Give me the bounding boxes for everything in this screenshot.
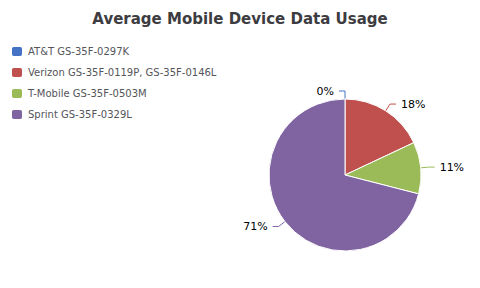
svg-text:Sprint GS-35F-0329L: Sprint GS-35F-0329L: [28, 109, 132, 120]
svg-text:18%: 18%: [401, 98, 425, 111]
svg-text:T-Mobile GS-35F-0503M: T-Mobile GS-35F-0503M: [27, 88, 147, 99]
svg-text:Average Mobile Device Data Usa: Average Mobile Device Data Usage: [92, 10, 387, 28]
svg-text:AT&T GS-35F-0297K: AT&T GS-35F-0297K: [28, 46, 129, 57]
svg-text:Verizon GS-35F-0119P, GS-35F-0: Verizon GS-35F-0119P, GS-35F-0146L: [28, 67, 217, 78]
svg-text:11%: 11%: [440, 161, 464, 174]
svg-text:0%: 0%: [317, 85, 334, 98]
svg-text:71%: 71%: [243, 220, 267, 233]
